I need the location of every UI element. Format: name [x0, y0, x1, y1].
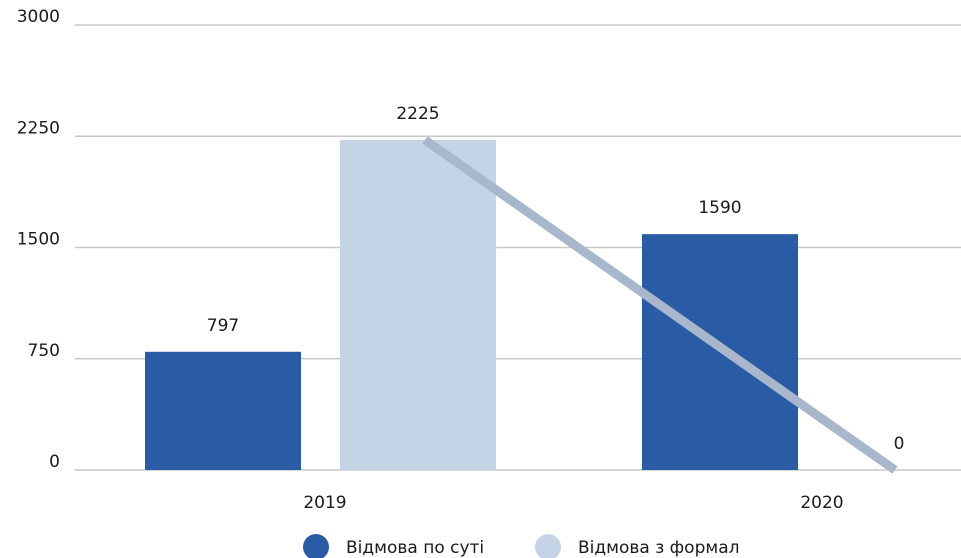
data-label: 1590: [698, 198, 741, 218]
legend-label: Відмова з формал: [578, 538, 739, 558]
y-tick-label: 0: [49, 452, 60, 472]
y-tick-label: 750: [28, 341, 60, 361]
x-tick-label: 2019: [303, 493, 346, 513]
x-tick-label: 2020: [800, 493, 843, 513]
y-tick-label: 3000: [17, 7, 60, 27]
y-tick-label: 2250: [17, 118, 60, 138]
legend-swatch: [535, 534, 561, 558]
data-label: 797: [207, 316, 239, 336]
bar: [145, 351, 301, 470]
legend-label: Відмова по суті: [346, 538, 484, 558]
data-label: 0: [894, 434, 905, 454]
bar: [340, 139, 496, 471]
legend-swatch: [303, 534, 329, 558]
data-label: 2225: [396, 104, 439, 124]
trend-line: [422, 136, 898, 474]
y-tick-label: 1500: [17, 230, 60, 250]
